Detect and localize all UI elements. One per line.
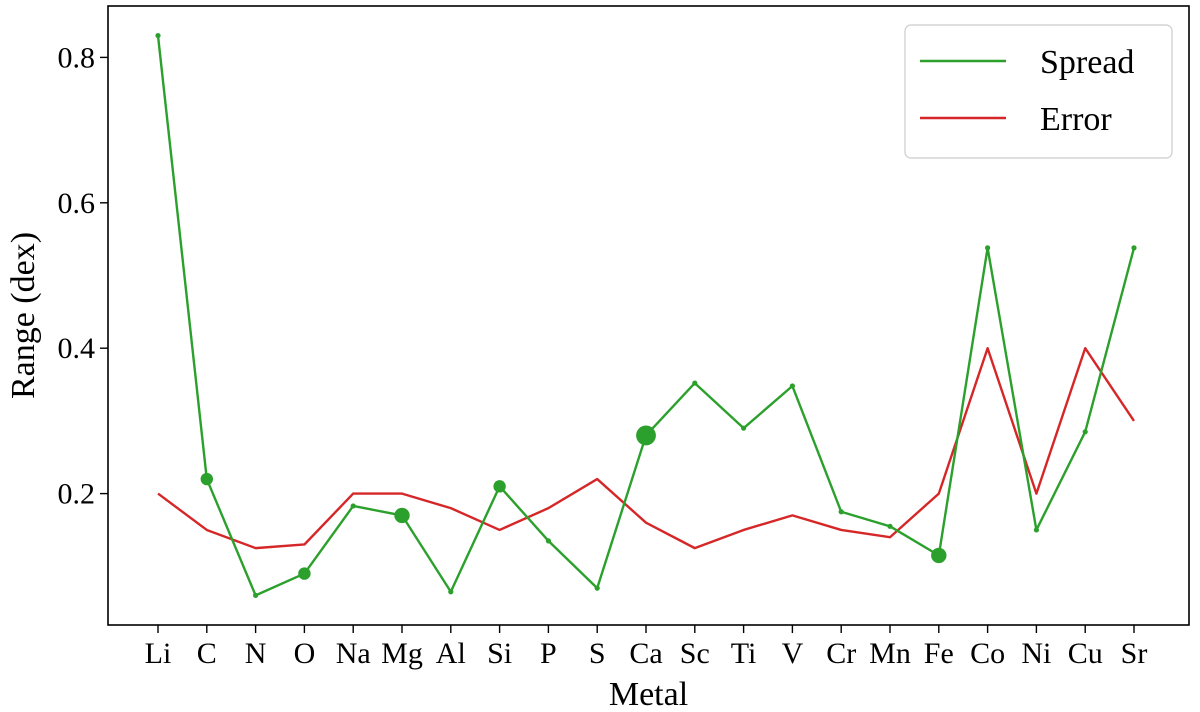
data-point-spread bbox=[636, 425, 656, 446]
y-tick-label: 0.2 bbox=[58, 478, 96, 511]
y-tick-label: 0.4 bbox=[58, 332, 96, 365]
data-point-spread bbox=[985, 245, 991, 251]
x-tick-label: Li bbox=[145, 637, 172, 670]
x-tick-label: V bbox=[782, 637, 804, 670]
x-tick-label: N bbox=[245, 637, 267, 670]
x-axis-label: Metal bbox=[609, 676, 688, 712]
x-tick-label: C bbox=[197, 637, 217, 670]
legend-label-error: Error bbox=[1040, 101, 1112, 138]
series-line-error bbox=[157, 347, 1135, 550]
data-point-spread bbox=[887, 523, 893, 529]
data-point-spread bbox=[298, 567, 311, 580]
data-point-spread bbox=[545, 538, 552, 544]
legend-label-spread: Spread bbox=[1040, 44, 1134, 81]
x-tick-label: O bbox=[294, 637, 316, 670]
x-tick-label: Sr bbox=[1121, 637, 1148, 670]
x-tick-label: Na bbox=[336, 637, 371, 670]
data-point-spread bbox=[741, 425, 747, 431]
axes-frame bbox=[107, 5, 1190, 626]
data-point-spread bbox=[350, 503, 356, 509]
data-point-spread bbox=[1131, 245, 1137, 251]
x-axis-ticks: Li C N O Na Mg Al Si P S Ca Sc Ti V Cr Mn Fe Co Ni Cu Sr bbox=[145, 625, 1148, 670]
y-tick-label: 0.8 bbox=[58, 41, 96, 74]
x-tick-label: Cr bbox=[826, 637, 856, 670]
x-tick-label: Fe bbox=[924, 637, 954, 670]
data-point-spread bbox=[838, 509, 844, 515]
data-point-spread bbox=[1033, 527, 1039, 533]
y-axis-label: Range (dex) bbox=[5, 232, 42, 399]
data-point-spread bbox=[692, 380, 698, 386]
legend-box bbox=[904, 24, 1173, 159]
y-tick-label: 0.6 bbox=[58, 187, 96, 220]
x-tick-label: Co bbox=[970, 637, 1005, 670]
data-point-spread bbox=[253, 592, 259, 598]
x-tick-label: Ca bbox=[629, 637, 662, 670]
data-point-spread bbox=[493, 480, 506, 493]
plot-markers bbox=[155, 32, 1137, 598]
data-point-spread bbox=[448, 589, 454, 595]
legend: Spread Error bbox=[904, 24, 1173, 159]
x-tick-label: Mg bbox=[381, 637, 423, 670]
data-point-spread bbox=[1082, 429, 1088, 435]
x-tick-label: Si bbox=[487, 637, 512, 670]
x-tick-label: Ni bbox=[1021, 637, 1051, 670]
data-point-spread bbox=[394, 507, 410, 524]
x-tick-label: Ti bbox=[731, 637, 757, 670]
data-point-spread bbox=[789, 383, 796, 389]
data-point-spread bbox=[594, 585, 600, 591]
x-tick-label: S bbox=[589, 637, 606, 670]
y-axis-ticks: 0.2 0.4 0.6 0.8 bbox=[58, 41, 108, 511]
data-point-spread bbox=[155, 32, 161, 39]
x-tick-label: P bbox=[540, 637, 557, 670]
x-tick-label: Cu bbox=[1068, 637, 1103, 670]
x-tick-label: Al bbox=[436, 637, 466, 670]
data-point-spread bbox=[200, 472, 213, 486]
x-tick-label: Mn bbox=[869, 637, 911, 670]
data-point-spread bbox=[931, 547, 947, 564]
x-tick-label: Sc bbox=[680, 637, 710, 670]
